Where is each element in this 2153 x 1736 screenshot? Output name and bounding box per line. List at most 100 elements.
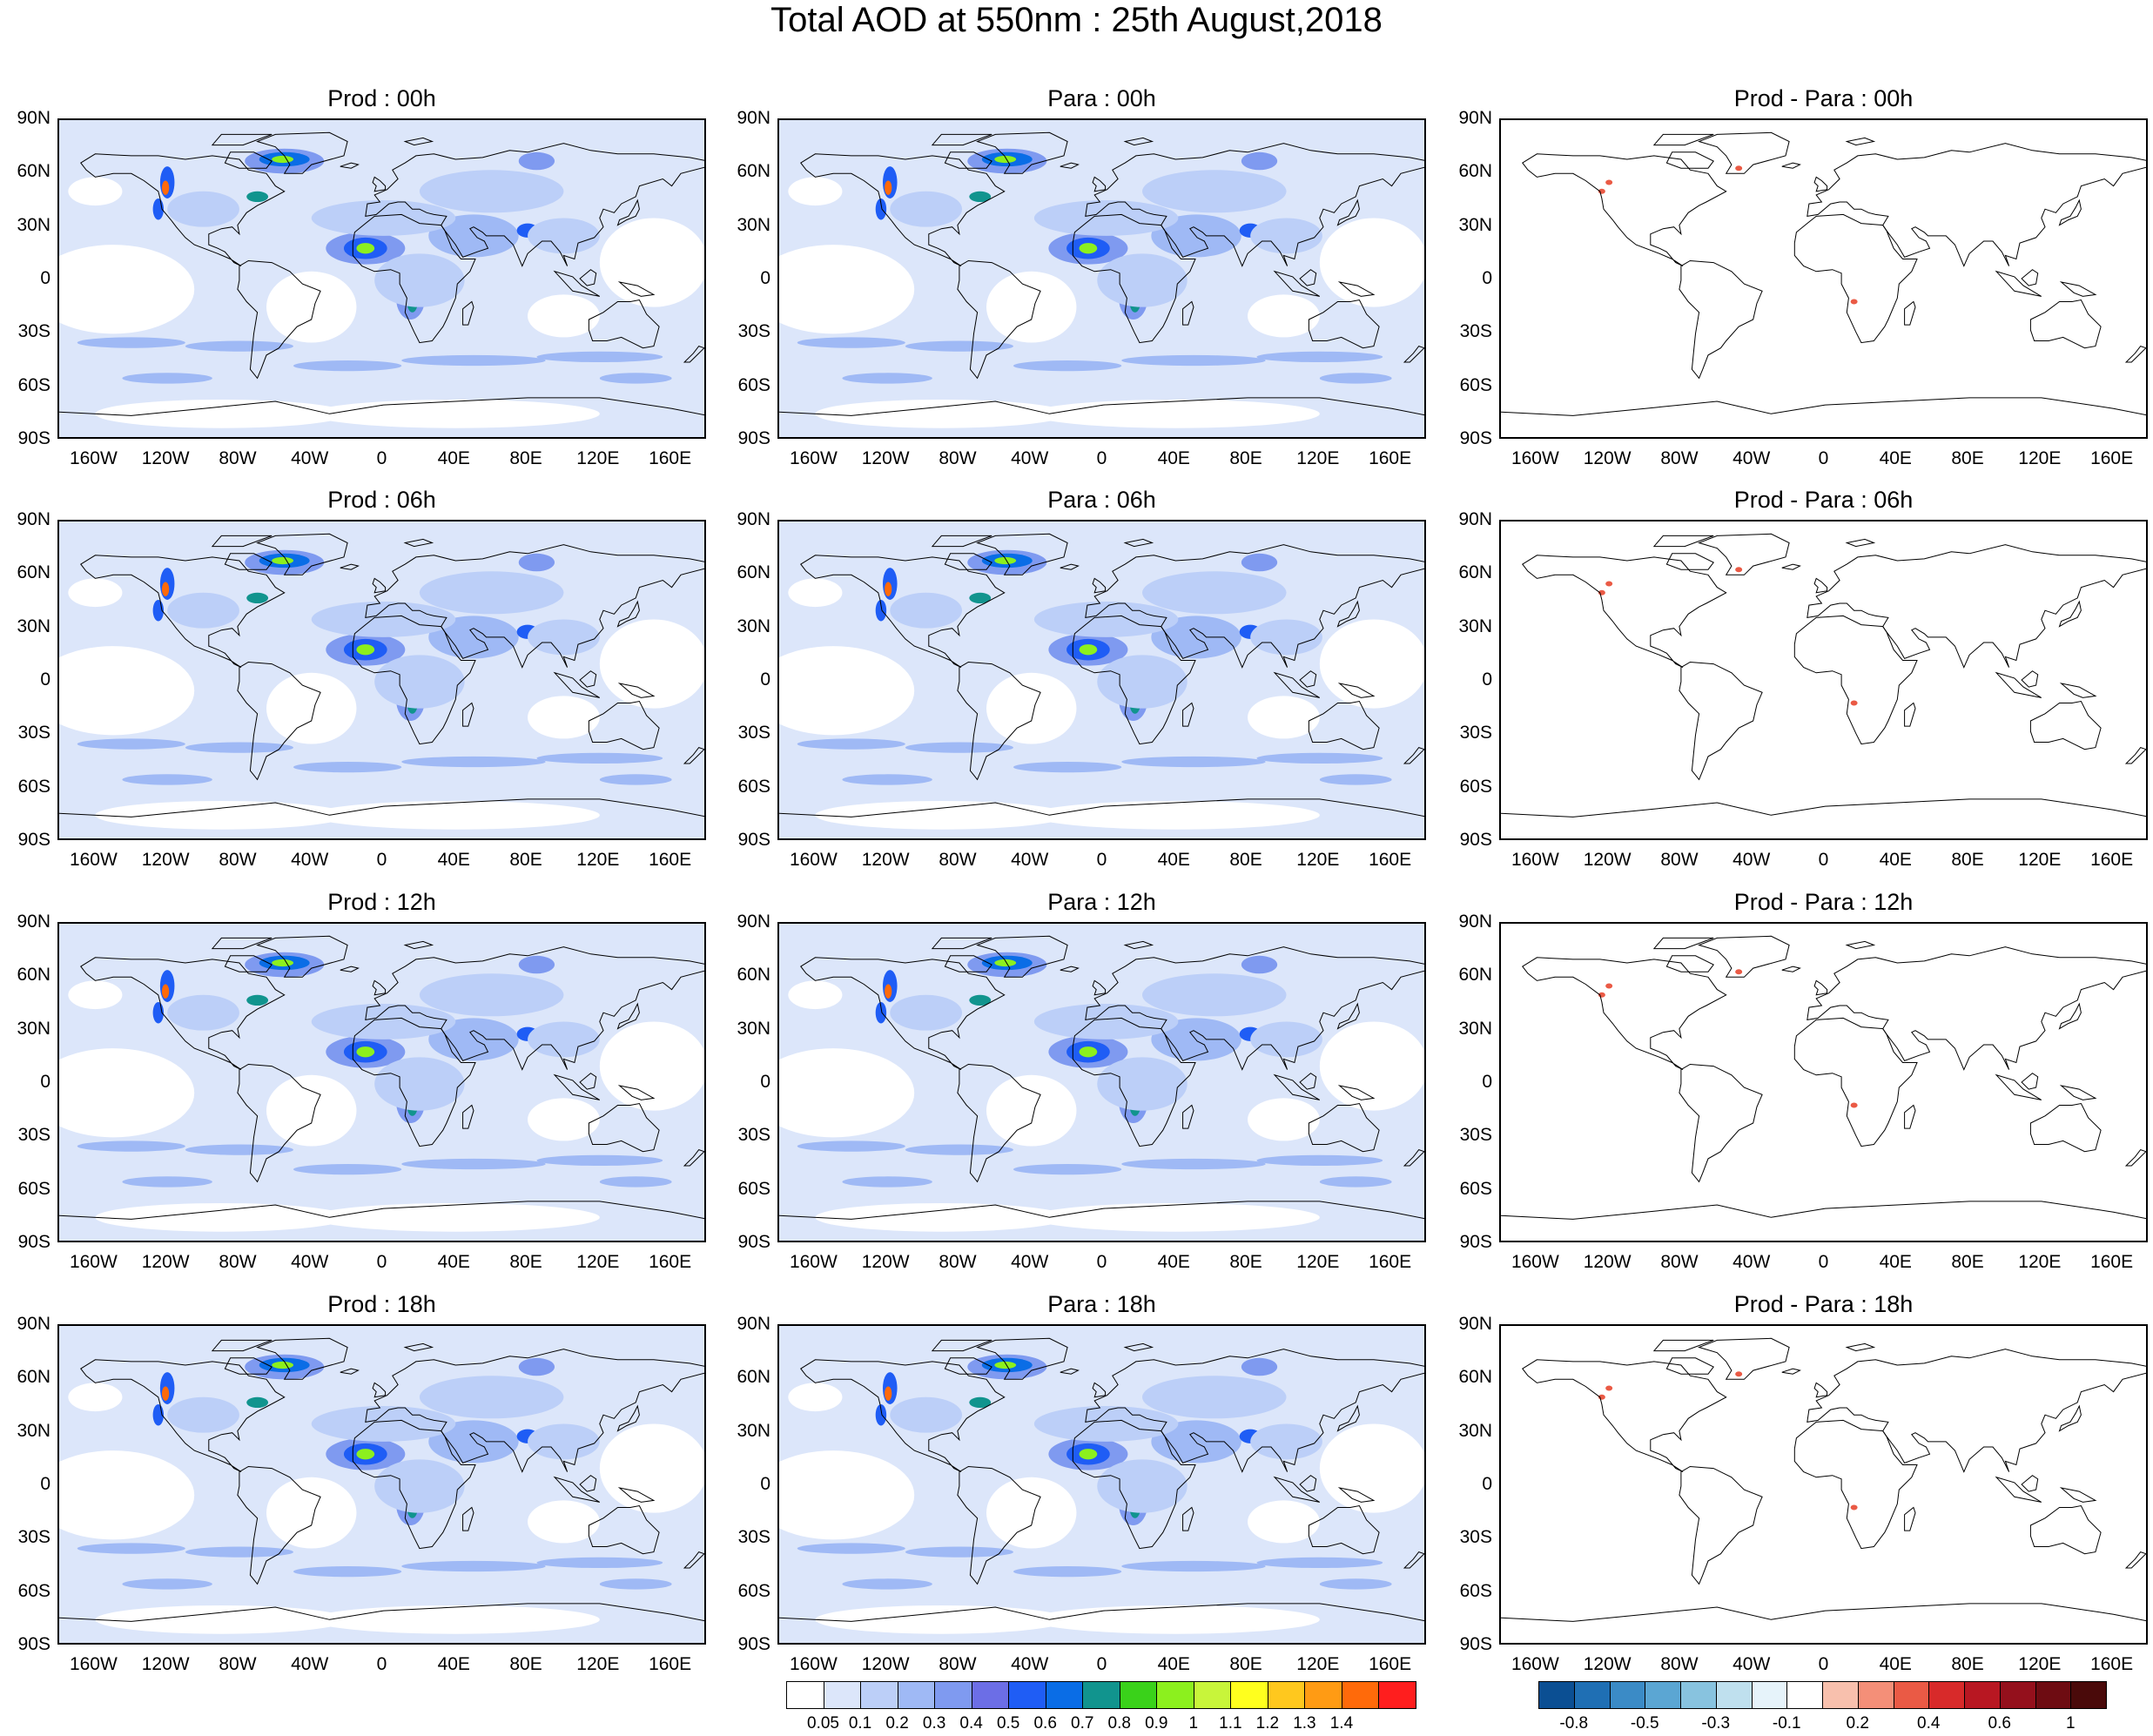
lon-tick-label: 160W (69, 1252, 118, 1272)
north-america-coastline (80, 1359, 286, 1473)
australia-coastline (588, 299, 660, 349)
new-zealand-coastline (2124, 1149, 2146, 1167)
lon-tick-label: 120E (2018, 448, 2062, 468)
africa-coastline (352, 213, 476, 344)
colorbar-label: 0.6 (1988, 1714, 2011, 1733)
lat-tick-label: 30S (737, 1125, 770, 1146)
panel-title: Prod - Para : 00h (1733, 85, 1914, 111)
antarctica-coastline (779, 397, 1424, 416)
ocean-aerosol-streak (401, 354, 546, 367)
lon-tick-label: 80E (509, 1654, 542, 1674)
panel-title: Para : 12h (1047, 889, 1156, 915)
ocean-aerosol-streak (599, 774, 672, 785)
lat-tick-label: 90S (17, 1232, 50, 1252)
new-guinea-coastline (617, 1085, 656, 1100)
lat-tick-label: 60S (1459, 776, 1492, 797)
britain-coastline (372, 1382, 387, 1398)
madagascar-coastline (1904, 300, 1916, 326)
map-panel: Prod : 00h 90N 60N 30N 0 30S 60S 90S 160W 120W 80W… (17, 85, 706, 468)
ocean-aerosol-streak (842, 1578, 932, 1590)
africa-coastline (1793, 213, 1918, 344)
lon-tick-label: 40W (291, 1654, 329, 1674)
ellesmere-coastline (1652, 133, 1714, 146)
clear-region (59, 1450, 195, 1540)
colorbar-swatch (786, 1681, 824, 1709)
lon-tick-label: 0 (1096, 448, 1107, 468)
clear-region (528, 696, 600, 739)
clear-region (779, 1048, 915, 1138)
colorbar-swatch (1008, 1681, 1046, 1709)
clear-region (1031, 1202, 1320, 1232)
lon-tick-label: 120E (2018, 1252, 2062, 1272)
colorbar-swatch (1893, 1681, 1930, 1709)
south-america-coastline (1679, 1063, 1763, 1183)
africa-coastline (1793, 615, 1918, 745)
iceland-coastline (1781, 966, 1801, 972)
clear-region (266, 1074, 357, 1147)
japan-coastline (616, 198, 640, 226)
ocean-aerosol-streak (122, 774, 212, 785)
colorbar-swatch (1230, 1681, 1268, 1709)
map-panel: Para : 00h 90N 60N 30N 0 30S 60S 90S 160W 120W 80W… (737, 85, 1426, 468)
lon-tick-label: 80W (939, 448, 977, 468)
lat-tick-label: 60N (737, 965, 770, 986)
africa-coastline (1793, 1419, 1918, 1550)
colorbar-label: -0.8 (1559, 1714, 1589, 1733)
ocean-aerosol-streak (1013, 762, 1122, 773)
lon-tick-label: 120E (1296, 1654, 1340, 1674)
aod-plume (969, 994, 992, 1006)
baffin-coastline (1665, 955, 1714, 972)
lon-tick-label: 120W (141, 1252, 190, 1272)
africa-coastline (1072, 213, 1196, 344)
lat-tick-label: 30N (737, 1420, 770, 1441)
map-panel: Para : 18h 90N 60N 30N 0 30S 60S 90S 160W 120W 80W… (737, 1291, 1426, 1674)
colorbar-swatch (1609, 1681, 1646, 1709)
lat-tick-label: 60S (737, 374, 770, 395)
aod-plume (1079, 243, 1098, 254)
aod-plume (272, 959, 294, 967)
lon-tick-label: 40W (1732, 850, 1771, 870)
lat-tick-label: 60S (1459, 374, 1492, 395)
indonesia-coastline (1995, 1073, 2042, 1100)
lon-tick-label: 40E (437, 850, 470, 870)
aod-plume (518, 955, 555, 974)
lon-tick-label: 160W (1510, 1252, 1559, 1272)
map-plot-area (1499, 520, 2148, 840)
colorbar-swatch (823, 1681, 862, 1709)
lat-tick-label: 90N (17, 1314, 50, 1334)
diff-background-field (1501, 521, 2146, 838)
greenland-coastline (976, 1337, 1068, 1380)
lat-tick-label: 90S (1459, 830, 1492, 850)
clear-region (528, 1500, 600, 1544)
eurasia-coastline (365, 1349, 704, 1473)
aod-map (779, 1326, 1424, 1643)
lat-tick-label: 0 (1482, 268, 1492, 288)
lon-tick-label: 80W (219, 1252, 257, 1272)
svalbard-coastline (1845, 940, 1876, 950)
greenland-coastline (256, 533, 348, 575)
lon-tick-label: 160W (69, 1654, 118, 1674)
eurasia-coastline (1085, 143, 1424, 267)
north-america-coastline (80, 555, 286, 669)
lat-tick-label: 90N (1458, 912, 1492, 932)
colorbar-label: 0.5 (996, 1714, 1020, 1733)
lat-tick-label: 0 (1482, 670, 1492, 690)
lon-tick-label: 120E (2018, 1654, 2062, 1674)
lon-tick-label: 40W (1732, 448, 1771, 468)
aod-plume (1033, 602, 1179, 637)
colorbar-swatch (1964, 1681, 2001, 1709)
clear-region (1319, 1021, 1424, 1111)
ocean-aerosol-streak (905, 1546, 1014, 1558)
colorbar-label: 1.4 (1329, 1714, 1354, 1733)
aod-plume (1241, 955, 1278, 974)
africa-coastline (352, 1419, 476, 1550)
ocean-aerosol-streak (77, 1543, 185, 1554)
lat-tick-label: 60S (737, 1178, 770, 1199)
svalbard-coastline (403, 1342, 434, 1352)
ocean-aerosol-streak (599, 1578, 672, 1590)
colorbar-swatch (1045, 1681, 1084, 1709)
north-america-coastline (80, 153, 286, 267)
clear-region (1248, 294, 1320, 338)
diff-hotspot (1605, 179, 1613, 185)
lon-tick-label: 40E (1879, 448, 1912, 468)
